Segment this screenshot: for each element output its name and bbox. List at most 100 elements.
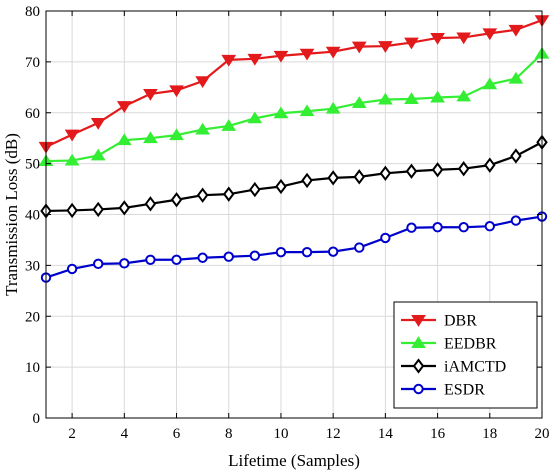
data-point-dbr bbox=[430, 33, 445, 45]
data-point-esdr bbox=[119, 258, 130, 269]
data-point-iamctd bbox=[327, 170, 339, 186]
data-point-eedbr bbox=[351, 96, 367, 109]
data-point-esdr bbox=[510, 215, 522, 226]
series-line-iamctd bbox=[45, 141, 543, 213]
data-point-dbr bbox=[378, 41, 393, 53]
y-axis-label: Transmission Loss (dB) bbox=[2, 133, 21, 296]
legend-label: DBR bbox=[444, 313, 477, 330]
y-tick-label: 60 bbox=[25, 106, 40, 122]
data-point-iamctd bbox=[405, 163, 418, 179]
data-point-esdr bbox=[223, 251, 234, 262]
x-tick-label: 18 bbox=[482, 426, 497, 442]
x-tick-label: 2 bbox=[68, 426, 76, 442]
data-point-dbr bbox=[482, 28, 498, 41]
data-point-eedbr bbox=[143, 131, 158, 144]
data-point-dbr bbox=[299, 48, 315, 61]
x-tick-label: 20 bbox=[535, 426, 550, 442]
data-point-esdr bbox=[432, 222, 443, 233]
data-point-esdr bbox=[301, 246, 313, 258]
data-point-eedbr bbox=[273, 106, 289, 119]
data-point-dbr bbox=[221, 54, 237, 67]
data-point-esdr bbox=[145, 254, 156, 265]
series-esdr bbox=[40, 211, 548, 283]
y-tick-label: 80 bbox=[25, 4, 40, 20]
legend: DBR EEDBR iAMCTD ESDR bbox=[393, 301, 538, 409]
data-point-eedbr bbox=[378, 92, 393, 105]
data-point-eedbr bbox=[221, 119, 237, 131]
data-point-eedbr bbox=[64, 153, 80, 166]
x-tick-label: 8 bbox=[225, 426, 233, 442]
data-point-eedbr bbox=[299, 104, 315, 117]
y-tick-label: 50 bbox=[25, 157, 40, 173]
legend-item-eedbr: EEDBR bbox=[401, 336, 497, 353]
series-group bbox=[38, 15, 550, 283]
ticks: 2 4 6 8 10 12 14 16 18 20 0 10 20 30 40 50 60 70 80 bbox=[25, 4, 550, 442]
data-point-iamctd bbox=[301, 172, 313, 189]
data-point-eedbr bbox=[195, 122, 210, 135]
data-point-dbr bbox=[64, 129, 80, 142]
series-eedbr bbox=[38, 46, 550, 167]
data-point-iamctd bbox=[196, 187, 209, 203]
series-line-dbr bbox=[45, 19, 543, 148]
data-point-eedbr bbox=[169, 128, 184, 141]
data-point-dbr bbox=[508, 24, 524, 37]
data-point-esdr bbox=[354, 242, 365, 253]
data-point-esdr bbox=[197, 252, 208, 263]
y-tick-label: 20 bbox=[25, 309, 40, 325]
y-tick-label: 0 bbox=[33, 411, 41, 427]
data-point-iamctd bbox=[170, 192, 183, 208]
data-point-esdr bbox=[171, 254, 182, 265]
y-tick-label: 40 bbox=[25, 208, 40, 224]
data-point-esdr bbox=[275, 246, 287, 258]
series-dbr bbox=[38, 15, 550, 154]
data-point-eedbr bbox=[90, 148, 106, 161]
legend-label: EEDBR bbox=[444, 336, 497, 353]
data-point-iamctd bbox=[118, 200, 131, 216]
data-point-esdr bbox=[484, 221, 495, 232]
data-point-dbr bbox=[456, 32, 472, 45]
data-point-eedbr bbox=[430, 90, 445, 103]
legend-swatch-marker bbox=[411, 315, 426, 327]
x-tick-label: 6 bbox=[173, 426, 181, 442]
x-tick-label: 12 bbox=[326, 426, 341, 442]
data-point-dbr bbox=[247, 53, 263, 66]
legend-label: iAMCTD bbox=[444, 359, 506, 376]
x-axis-label: Lifetime (Samples) bbox=[228, 451, 360, 470]
y-tick-label: 30 bbox=[25, 258, 40, 274]
legend-swatch-marker bbox=[413, 383, 424, 395]
legend-item-esdr: ESDR bbox=[401, 382, 485, 399]
x-tick-label: 4 bbox=[121, 426, 129, 442]
data-point-dbr bbox=[325, 46, 341, 59]
data-point-iamctd bbox=[249, 181, 261, 198]
data-point-iamctd bbox=[66, 202, 78, 219]
legend-swatch-marker bbox=[412, 358, 425, 374]
data-point-iamctd bbox=[510, 148, 522, 164]
data-point-esdr bbox=[406, 222, 417, 233]
x-tick-label: 16 bbox=[430, 426, 446, 442]
legend-swatch-marker bbox=[411, 336, 426, 348]
data-point-dbr bbox=[273, 50, 289, 63]
data-point-esdr bbox=[66, 263, 78, 275]
y-tick-label: 70 bbox=[25, 55, 40, 71]
y-tick-label: 10 bbox=[25, 360, 40, 376]
data-point-eedbr bbox=[456, 89, 472, 102]
data-point-dbr bbox=[351, 41, 367, 54]
data-point-dbr bbox=[195, 76, 210, 89]
data-point-eedbr bbox=[247, 111, 263, 124]
data-point-dbr bbox=[169, 85, 184, 98]
data-point-dbr bbox=[143, 88, 158, 101]
data-point-eedbr bbox=[482, 77, 498, 90]
data-point-iamctd bbox=[379, 165, 392, 181]
x-tick-label: 14 bbox=[378, 426, 394, 442]
series-iamctd bbox=[40, 134, 548, 219]
legend-item-iamctd: iAMCTD bbox=[401, 358, 506, 376]
data-point-iamctd bbox=[92, 201, 104, 218]
legend-label: ESDR bbox=[444, 382, 485, 399]
data-point-eedbr bbox=[404, 92, 419, 104]
data-point-iamctd bbox=[484, 157, 496, 173]
data-point-iamctd bbox=[457, 161, 470, 177]
data-point-esdr bbox=[327, 246, 339, 257]
data-point-esdr bbox=[249, 250, 261, 261]
data-point-esdr bbox=[380, 232, 391, 244]
